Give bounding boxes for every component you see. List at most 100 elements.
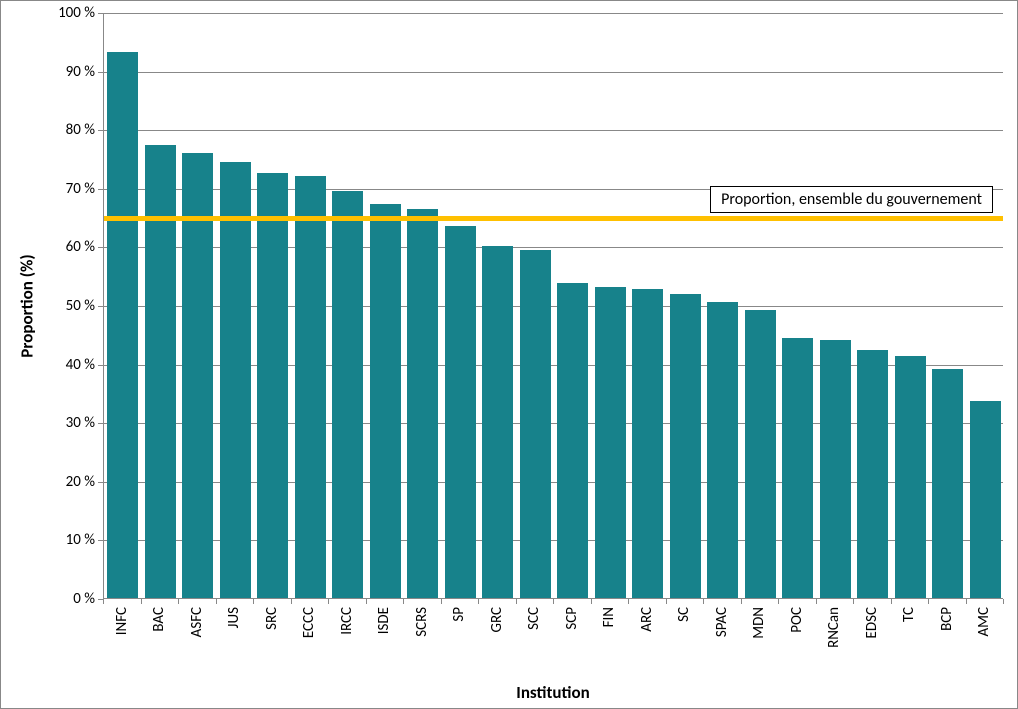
x-axis-title: Institution	[516, 682, 589, 703]
x-tick-label: ARC	[638, 607, 656, 632]
y-tick-label: 80 %	[51, 121, 95, 139]
y-tick-label: 70 %	[51, 180, 95, 198]
bar	[482, 246, 513, 598]
y-tick-mark	[98, 72, 103, 73]
x-tick-label: SRC	[263, 607, 281, 630]
bar	[295, 176, 326, 599]
y-tick-label: 40 %	[51, 356, 95, 374]
y-tick-label: 90 %	[51, 63, 95, 81]
x-tick-mark	[891, 599, 892, 604]
x-tick-label: AMC	[975, 607, 993, 637]
y-tick-mark	[98, 540, 103, 541]
bar	[932, 369, 963, 598]
reference-line	[104, 216, 1003, 221]
x-tick-label: SCP	[563, 607, 581, 630]
bar	[220, 162, 251, 598]
bar-chart: Proportion (%) Institution Proportion, e…	[0, 0, 1018, 709]
x-tick-label: POC	[788, 607, 806, 633]
x-tick-label: RNCan	[825, 607, 843, 648]
bar	[407, 209, 438, 598]
y-tick-mark	[98, 189, 103, 190]
y-tick-label: 100 %	[51, 4, 95, 22]
x-tick-mark	[103, 599, 104, 604]
y-tick-label: 50 %	[51, 297, 95, 315]
x-tick-mark	[366, 599, 367, 604]
y-tick-mark	[98, 482, 103, 483]
x-tick-label: IRCC	[338, 607, 356, 635]
y-tick-label: 20 %	[51, 473, 95, 491]
x-tick-mark	[441, 599, 442, 604]
x-tick-label: ISDE	[375, 607, 393, 634]
bar	[670, 294, 701, 598]
bar	[970, 401, 1001, 598]
x-tick-label: SC	[675, 607, 693, 622]
x-tick-label: FIN	[600, 607, 618, 627]
bar	[632, 289, 663, 598]
x-tick-label: ECCC	[300, 607, 318, 638]
y-tick-label: 10 %	[51, 531, 95, 549]
x-tick-label: TC	[900, 607, 918, 622]
gridline	[104, 72, 1003, 73]
y-tick-mark	[98, 130, 103, 131]
x-tick-label: SCRS	[413, 607, 431, 637]
bar	[707, 302, 738, 598]
x-tick-mark	[741, 599, 742, 604]
gridline	[104, 130, 1003, 131]
y-tick-mark	[98, 306, 103, 307]
bar	[745, 310, 776, 598]
x-tick-mark	[703, 599, 704, 604]
y-tick-mark	[98, 365, 103, 366]
y-axis-title: Proportion (%)	[17, 254, 38, 357]
bar	[445, 226, 476, 598]
x-tick-mark	[628, 599, 629, 604]
x-tick-label: BCP	[938, 607, 956, 631]
bar	[557, 283, 588, 598]
bar	[332, 191, 363, 598]
bar	[782, 338, 813, 598]
x-tick-mark	[591, 599, 592, 604]
gridline	[104, 13, 1003, 14]
y-tick-mark	[98, 423, 103, 424]
bar	[820, 340, 851, 598]
x-tick-mark	[291, 599, 292, 604]
bar	[520, 250, 551, 598]
x-tick-mark	[853, 599, 854, 604]
x-tick-mark	[216, 599, 217, 604]
y-tick-label: 0 %	[51, 590, 95, 608]
x-tick-mark	[928, 599, 929, 604]
x-tick-mark	[403, 599, 404, 604]
reference-line-label: Proportion, ensemble du gouvernement	[710, 186, 993, 213]
x-tick-label: SCC	[525, 607, 543, 630]
bar	[370, 204, 401, 598]
x-tick-mark	[516, 599, 517, 604]
bar	[145, 145, 176, 598]
x-tick-label: ASFC	[188, 607, 206, 637]
x-tick-mark	[478, 599, 479, 604]
x-tick-mark	[1003, 599, 1004, 604]
y-tick-mark	[98, 13, 103, 14]
x-tick-mark	[966, 599, 967, 604]
bar	[257, 173, 288, 598]
y-tick-label: 60 %	[51, 238, 95, 256]
y-tick-mark	[98, 247, 103, 248]
x-tick-label: EDSC	[863, 607, 881, 638]
x-tick-label: GRC	[488, 607, 506, 632]
x-tick-mark	[666, 599, 667, 604]
x-tick-mark	[328, 599, 329, 604]
x-tick-label: SP	[450, 607, 468, 622]
x-tick-mark	[141, 599, 142, 604]
x-tick-label: BAC	[150, 607, 168, 632]
bar	[857, 350, 888, 598]
x-tick-label: MDN	[750, 607, 768, 639]
y-tick-label: 30 %	[51, 414, 95, 432]
x-tick-mark	[553, 599, 554, 604]
plot-area	[103, 13, 1003, 599]
x-tick-label: SPAC	[713, 607, 731, 637]
bar	[107, 52, 138, 598]
x-tick-mark	[253, 599, 254, 604]
bar	[595, 287, 626, 598]
x-tick-mark	[816, 599, 817, 604]
x-tick-mark	[178, 599, 179, 604]
x-tick-label: JUS	[225, 607, 243, 628]
x-tick-mark	[778, 599, 779, 604]
